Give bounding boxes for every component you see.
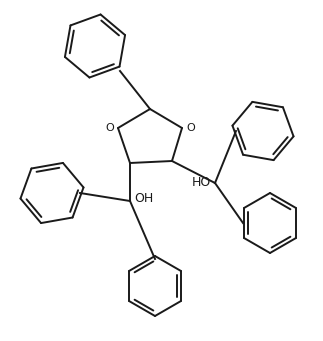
Text: O: O	[105, 123, 114, 133]
Text: O: O	[186, 123, 195, 133]
Text: OH: OH	[134, 192, 153, 205]
Text: HO: HO	[192, 176, 211, 189]
